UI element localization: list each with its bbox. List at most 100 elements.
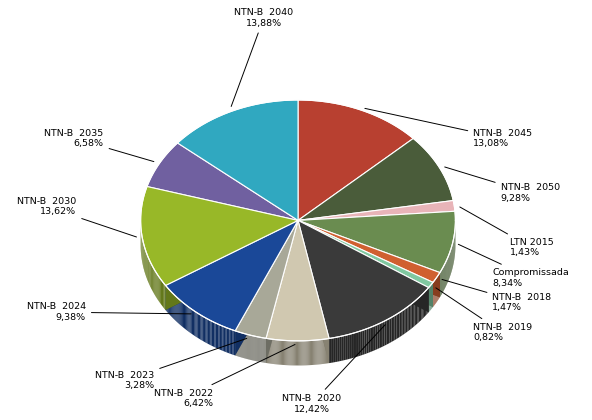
Polygon shape	[313, 340, 314, 365]
Polygon shape	[172, 292, 173, 318]
Polygon shape	[166, 220, 298, 310]
Polygon shape	[298, 220, 440, 282]
Polygon shape	[325, 339, 326, 364]
Polygon shape	[207, 318, 208, 344]
Polygon shape	[166, 286, 168, 312]
Polygon shape	[155, 270, 156, 297]
Polygon shape	[298, 100, 413, 220]
Polygon shape	[383, 321, 385, 346]
Polygon shape	[291, 341, 292, 365]
Polygon shape	[165, 284, 166, 310]
Polygon shape	[228, 328, 230, 354]
Polygon shape	[278, 340, 279, 365]
Polygon shape	[320, 340, 321, 365]
Polygon shape	[337, 337, 339, 362]
Polygon shape	[178, 298, 179, 323]
Polygon shape	[300, 341, 301, 365]
Text: NTN-B  2023
3,28%: NTN-B 2023 3,28%	[95, 339, 247, 390]
Polygon shape	[316, 340, 317, 365]
Polygon shape	[298, 220, 329, 363]
Polygon shape	[289, 341, 291, 365]
Polygon shape	[194, 311, 195, 336]
Polygon shape	[192, 309, 193, 335]
Polygon shape	[276, 340, 278, 365]
Polygon shape	[266, 339, 267, 363]
Polygon shape	[195, 312, 197, 337]
Polygon shape	[298, 220, 429, 339]
Polygon shape	[425, 290, 426, 316]
Polygon shape	[301, 341, 303, 365]
Polygon shape	[149, 259, 150, 285]
Polygon shape	[266, 220, 298, 363]
Polygon shape	[218, 324, 220, 349]
Text: NTN-B  2019
0,82%: NTN-B 2019 0,82%	[436, 288, 532, 342]
Polygon shape	[141, 186, 298, 286]
Polygon shape	[309, 341, 310, 365]
Polygon shape	[298, 220, 329, 363]
Polygon shape	[159, 276, 160, 302]
Polygon shape	[298, 220, 433, 307]
Polygon shape	[372, 326, 374, 352]
Polygon shape	[178, 100, 298, 220]
Polygon shape	[269, 339, 270, 364]
Polygon shape	[401, 310, 403, 336]
Polygon shape	[215, 323, 217, 348]
Polygon shape	[333, 337, 335, 362]
Polygon shape	[424, 291, 425, 318]
Polygon shape	[427, 288, 429, 314]
Polygon shape	[368, 328, 370, 353]
Polygon shape	[154, 268, 155, 295]
Polygon shape	[397, 313, 398, 339]
Polygon shape	[284, 340, 285, 365]
Polygon shape	[160, 278, 161, 304]
Polygon shape	[381, 322, 383, 347]
Polygon shape	[214, 323, 215, 348]
Polygon shape	[173, 294, 175, 320]
Polygon shape	[318, 340, 320, 365]
Text: NTN-B  2040
13,88%: NTN-B 2040 13,88%	[231, 8, 294, 106]
Polygon shape	[157, 275, 159, 301]
Polygon shape	[231, 329, 232, 354]
Polygon shape	[184, 303, 185, 329]
Polygon shape	[230, 329, 231, 354]
Polygon shape	[285, 341, 287, 365]
Polygon shape	[339, 336, 341, 361]
Polygon shape	[279, 340, 280, 365]
Polygon shape	[272, 339, 274, 364]
Polygon shape	[147, 255, 148, 282]
Polygon shape	[210, 320, 212, 346]
Polygon shape	[166, 220, 298, 310]
Polygon shape	[175, 295, 176, 321]
Polygon shape	[378, 323, 379, 349]
Polygon shape	[232, 330, 234, 355]
Polygon shape	[198, 313, 199, 339]
Polygon shape	[303, 341, 304, 365]
Polygon shape	[235, 220, 298, 355]
Polygon shape	[185, 304, 186, 330]
Polygon shape	[410, 304, 411, 330]
Polygon shape	[357, 331, 359, 357]
Polygon shape	[411, 302, 413, 328]
Polygon shape	[296, 341, 297, 365]
Text: Compromissada
8,34%: Compromissada 8,34%	[458, 244, 569, 288]
Polygon shape	[297, 341, 298, 365]
Polygon shape	[387, 319, 388, 345]
Polygon shape	[345, 335, 347, 360]
Polygon shape	[366, 328, 368, 354]
Polygon shape	[168, 289, 169, 314]
Polygon shape	[321, 339, 323, 364]
Polygon shape	[146, 252, 147, 278]
Polygon shape	[235, 220, 298, 355]
Polygon shape	[179, 299, 180, 325]
Polygon shape	[208, 319, 209, 344]
Polygon shape	[312, 340, 313, 365]
Polygon shape	[298, 220, 433, 307]
Polygon shape	[205, 318, 207, 343]
Polygon shape	[327, 339, 328, 363]
Polygon shape	[181, 301, 182, 326]
Polygon shape	[298, 139, 453, 220]
Polygon shape	[193, 310, 194, 336]
Polygon shape	[150, 262, 151, 288]
Polygon shape	[186, 305, 187, 331]
Polygon shape	[161, 279, 162, 306]
